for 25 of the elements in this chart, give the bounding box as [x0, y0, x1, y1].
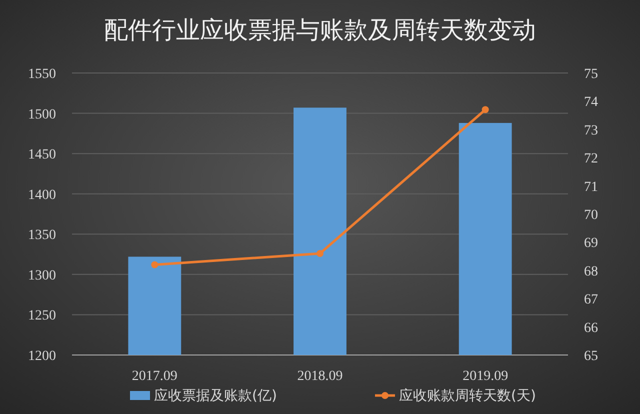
y2-tick-label: 70: [584, 208, 598, 223]
y2-tick-label: 67: [584, 292, 598, 308]
y-tick-label: 1550: [28, 67, 56, 82]
y-tick-label: 1350: [28, 228, 56, 244]
legend-label: 应收票据及账款(亿): [154, 388, 277, 404]
y2-tick-label: 74: [584, 95, 598, 110]
y2-tick-label: 71: [584, 180, 598, 195]
chart-title: 配件行业应收票据与账款及周转天数变动: [104, 16, 536, 44]
y2-tick-label: 68: [584, 264, 598, 280]
y-tick-label: 1300: [28, 268, 56, 284]
y2-tick-label: 72: [584, 152, 598, 167]
x-tick-label: 2018.09: [297, 369, 343, 384]
y-tick-label: 1500: [28, 107, 56, 122]
y2-tick-label: 65: [584, 349, 598, 364]
y2-tick-label: 69: [584, 236, 598, 252]
y2-tick-label: 73: [584, 123, 598, 138]
y-tick-label: 1450: [28, 148, 56, 163]
x-tick-label: 2017.09: [132, 369, 178, 384]
y2-tick-label: 66: [584, 320, 598, 336]
x-tick-label: 2019.09: [462, 369, 508, 384]
legend-label: 应收账款周转天数(天): [399, 388, 536, 404]
y-tick-label: 1200: [28, 349, 56, 364]
y2-tick-label: 75: [584, 67, 598, 82]
y-tick-label: 1400: [28, 188, 56, 203]
y-tick-label: 1250: [28, 308, 56, 324]
